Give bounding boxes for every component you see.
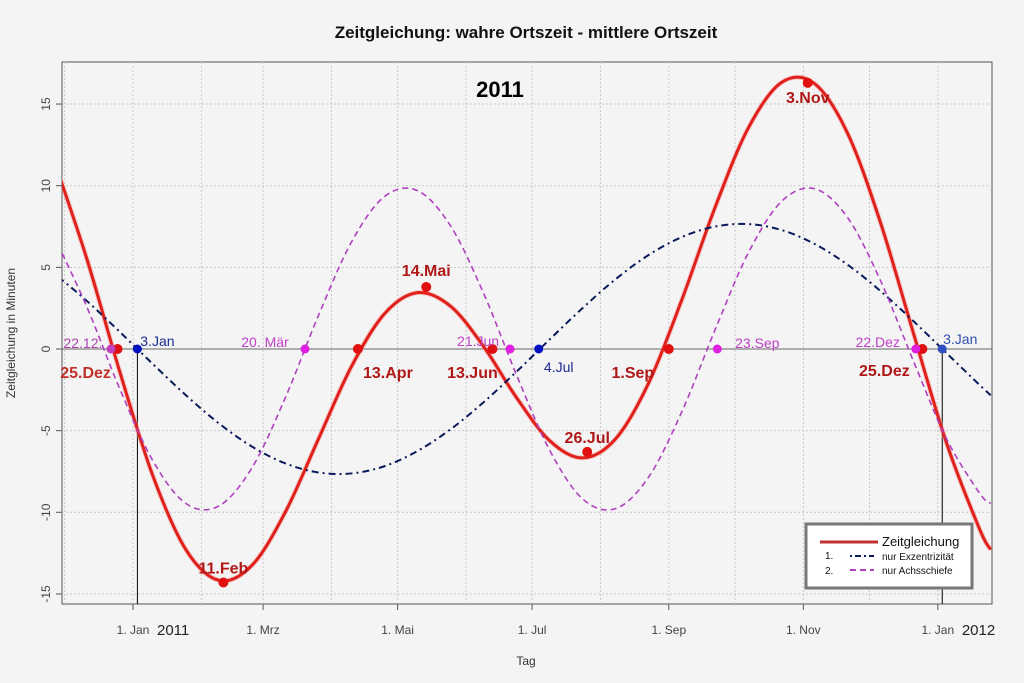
series-line-solid: [62, 75, 992, 583]
annotation-point: [421, 281, 432, 292]
series-group: [62, 74, 992, 584]
plot-area: [61, 61, 993, 605]
annotation-label: 22.12.: [63, 335, 102, 351]
legend-label-ecc: nur Exzentrizität: [882, 552, 954, 563]
y-tick-label: 5: [39, 264, 53, 271]
annotation-point: [505, 344, 515, 354]
annotation-label: 11.Feb: [198, 561, 248, 578]
annotation-point: [112, 344, 123, 354]
annotation-label: 25.Dez: [60, 365, 111, 382]
y-tick-label: 0: [39, 345, 53, 352]
annotation-point: [663, 344, 674, 354]
y-tick-label: -10: [39, 503, 53, 521]
x-tick-label: 1. Nov: [786, 623, 821, 637]
annotation-point: [802, 77, 813, 88]
annotation-point: [911, 344, 921, 354]
x-axis-label: Tag: [516, 654, 535, 668]
x-tick-label: 1. Jul: [518, 623, 547, 637]
annotation-point: [487, 344, 498, 354]
annotation-point: [712, 344, 722, 354]
x-tick-label: 1. Mrz: [246, 623, 279, 637]
annotation-label: 26.Jul: [565, 430, 610, 447]
annotation-label: 25.Dez: [859, 363, 910, 380]
annotation-label: 1.Sep: [611, 365, 654, 382]
annotation-label: 13.Apr: [363, 365, 413, 382]
annotation-label: 4.Jul: [544, 359, 574, 375]
x-axis: 1. Jan 1. Mrz 1. Mai 1. Jul 1. Sep 1. Nov 1. J…: [117, 604, 995, 639]
annotation-label: 22.Dez: [856, 334, 900, 350]
y-axis-label: Zeitgleichung in Minuten: [4, 268, 18, 398]
annotation-label: 21.Jun: [457, 333, 499, 349]
x-tick-label: 1. Jan: [117, 623, 150, 637]
annotation-point: [218, 577, 229, 588]
y-tick-label: -15: [39, 585, 53, 603]
legend: Zeitgleichung 1. nur Exzentrizität 2. nu…: [804, 522, 974, 590]
annotation-point: [582, 446, 593, 457]
annotation-point: [106, 344, 116, 354]
annotation-point: [132, 344, 142, 354]
annotation-point: [300, 344, 310, 354]
legend-label-obl: nur Achsschiefe: [882, 566, 953, 577]
annotation-points: 25.Dez 11.Feb 13.Apr 14.Mai 13.Jun 26.Jul 1.Se…: [60, 77, 977, 588]
annotation-label: 20. Mär: [241, 334, 289, 350]
x-tick-label: 1. Sep: [651, 623, 686, 637]
annotation-point: [937, 344, 947, 354]
legend-number-1: 1.: [825, 551, 833, 562]
legend-label-total: Zeitgleichung: [882, 534, 959, 549]
annotation-label: 3.Jan: [140, 333, 174, 349]
year-label: 2011: [476, 77, 524, 102]
annotation-label: 3.Nov: [786, 90, 830, 107]
annotation-label: 13.Jun: [447, 365, 498, 382]
y-axis: -15 -10 -5 0 5 10 15: [39, 97, 62, 603]
series-line-dashdot: [62, 222, 992, 476]
annotation-label: 3.Jan: [943, 331, 977, 347]
x-tick-label: 1. Mai: [381, 623, 414, 637]
y-tick-label: -5: [39, 425, 53, 436]
legend-number-2: 2.: [825, 566, 833, 577]
chart-title: Zeitgleichung: wahre Ortszeit - mittlere…: [335, 23, 718, 42]
y-tick-label: 15: [39, 97, 53, 111]
annotation-label: 14.Mai: [402, 263, 451, 280]
x-year-label: 2012: [962, 622, 995, 639]
x-year-label: 2011: [157, 622, 189, 639]
annotation-point: [917, 344, 928, 354]
annotation-label: 23.Sep: [735, 335, 780, 351]
annotation-point: [352, 344, 363, 354]
y-tick-label: 10: [39, 179, 53, 193]
grid: [62, 62, 992, 604]
x-tick-label: 1. Jan: [921, 623, 954, 637]
annotation-point: [534, 344, 544, 354]
series-line-dashed: [62, 187, 992, 511]
